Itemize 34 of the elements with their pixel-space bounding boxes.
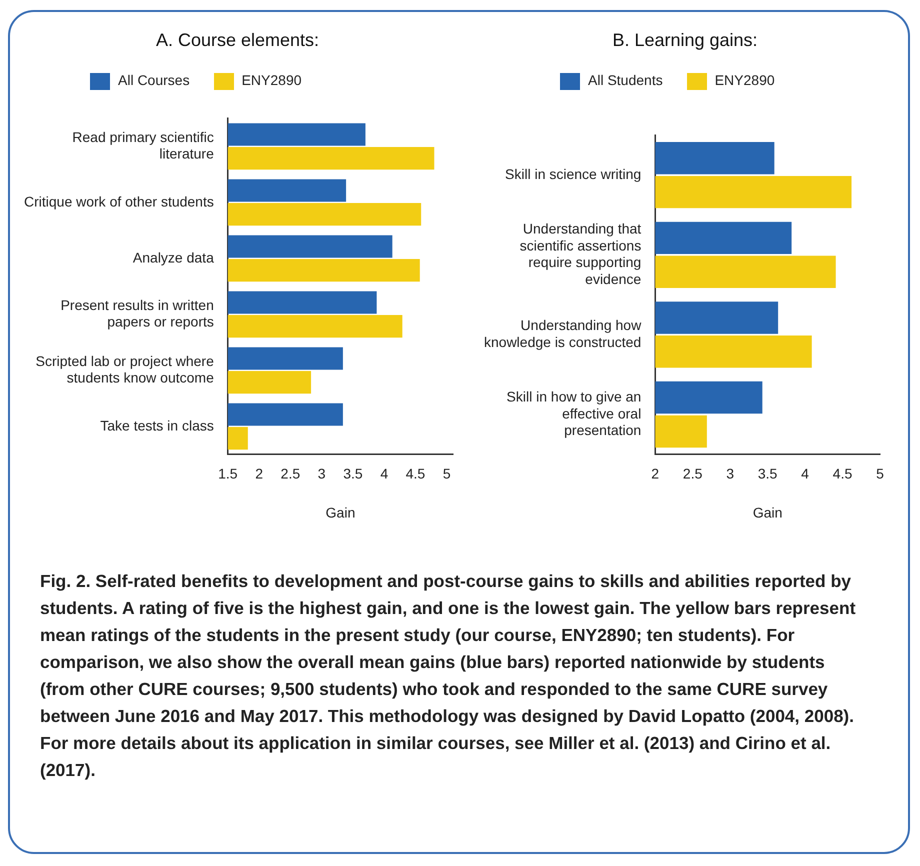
x-tick-label: 3 xyxy=(318,466,326,482)
legend-label: All Students xyxy=(587,72,663,90)
y-tick-label: Critique work of other students xyxy=(24,193,214,210)
x-tick-label: 2.5 xyxy=(280,466,300,482)
x-tick-label: 4.5 xyxy=(832,466,852,482)
x-tick-label: 2 xyxy=(255,466,264,482)
chart-title: A. Course elements: xyxy=(154,30,320,52)
y-tick-label: Analyze data xyxy=(132,249,214,266)
x-tick-label: 4 xyxy=(380,466,388,482)
chart-title: B. Learning gains: xyxy=(611,30,759,52)
y-tick-label: Read primary scientific literature xyxy=(72,128,214,162)
x-tick-label: 2.5 xyxy=(682,466,703,482)
y-tick-label: Understanding that scientific assertions require supporting evidence xyxy=(520,220,642,287)
legend-label: ENY2890 xyxy=(240,72,302,90)
y-tick-label: Present results in written papers or reports xyxy=(60,296,214,330)
x-tick-label: 3 xyxy=(726,466,734,482)
x-axis-title: Gain xyxy=(326,504,356,520)
legend-label: All Courses xyxy=(117,72,190,90)
y-tick-label: Scripted lab or project where students know outcome xyxy=(36,352,214,386)
y-tick-label: Understanding how knowledge is constructed xyxy=(484,317,642,350)
x-axis-title: Gain xyxy=(752,504,782,520)
x-tick-label: 3.5 xyxy=(758,466,778,482)
x-tick-label: 1.5 xyxy=(218,466,238,482)
y-tick-label: Skill in science writing xyxy=(505,166,642,182)
y-tick-label: Skill in how to give an effective oral presentation xyxy=(506,388,642,438)
y-tick-label: Take tests in class xyxy=(100,417,214,434)
caption: Fig. 2. Self-rated benefits to development and post-course gains to skills and abilities reported by students. A rating of five is the highest gain, and one is the lowest gain. The yellow bars represent mean ratings of the students in the present study (our course, ENY2890; ten students). For comparison, we also show the overall mean gains (blue bars) reported nationwide by students (from other CURE courses; 9,500 students) who took and responded to the same CURE survey between June 2016 and May 2017. This methodology was designed by David Lopatto (2004, 2008). For more details about its application in similar courses, see Miller et al. (2013) and Cirino et al. (2017). xyxy=(40,570,857,782)
x-tick-label: 2 xyxy=(651,466,660,482)
x-tick-label: 5 xyxy=(442,466,451,482)
x-tick-label: 4 xyxy=(801,466,810,482)
x-tick-label: 4.5 xyxy=(406,466,426,482)
legend-label: ENY2890 xyxy=(714,72,775,90)
x-tick-label: 5 xyxy=(876,466,884,482)
x-tick-label: 3.5 xyxy=(343,466,363,482)
